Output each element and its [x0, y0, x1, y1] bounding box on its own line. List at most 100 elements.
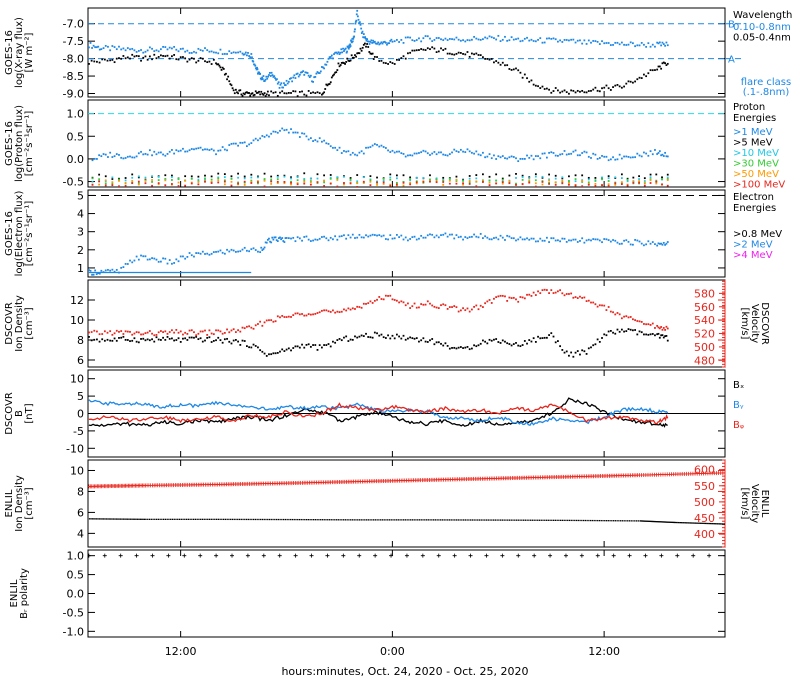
data-point: [219, 249, 222, 252]
data-point: [330, 54, 333, 57]
data-point: [643, 323, 645, 325]
data-point: [360, 236, 363, 239]
data-point: [545, 289, 548, 291]
data-point: [338, 53, 341, 56]
data-point: [204, 179, 206, 181]
data-point: [221, 53, 224, 55]
data-point: [373, 234, 376, 236]
data-point: [243, 327, 246, 330]
data-point: [189, 518, 191, 520]
data-point: [437, 236, 440, 239]
data-point: [587, 176, 590, 179]
data-point: [383, 40, 386, 43]
data-point: [506, 234, 509, 237]
data-point: [413, 152, 416, 155]
data-point: [190, 175, 193, 178]
series-group: [88, 397, 669, 428]
data-point: [340, 235, 343, 238]
data-point: [632, 156, 634, 159]
data-point: [263, 80, 266, 82]
data-point: [290, 180, 292, 183]
data-point: [234, 88, 237, 91]
data-point: [498, 519, 500, 521]
data-point: [464, 151, 467, 153]
data-point: [500, 553, 505, 558]
data-point: [486, 236, 489, 239]
data-point: [541, 152, 544, 155]
data-point: [410, 519, 412, 521]
data-point: [270, 180, 273, 183]
data-point: [443, 519, 445, 521]
data-point: [587, 183, 590, 186]
data-point: [607, 159, 610, 162]
data-point: [287, 315, 290, 318]
data-point: [446, 39, 449, 41]
data-point: [115, 57, 118, 60]
data-point: [415, 337, 418, 340]
data-point: [341, 61, 344, 64]
data-point: [639, 520, 641, 522]
data-point: [257, 323, 259, 325]
data-point: [506, 157, 509, 160]
data-point: [285, 92, 288, 95]
data-point: [325, 309, 328, 312]
data-point: [131, 261, 134, 264]
data-point: [590, 41, 592, 44]
data-point: [506, 64, 509, 67]
data-point: [354, 20, 357, 23]
data-point: [645, 520, 647, 522]
data-point: [415, 177, 418, 179]
data-point: [568, 519, 571, 522]
data-point: [223, 73, 226, 76]
data-point: [135, 331, 138, 333]
data-point: [198, 553, 203, 558]
data-point: [510, 519, 512, 521]
data-point: [208, 149, 211, 151]
data-point: [628, 520, 631, 522]
data-point: [603, 42, 606, 45]
data-point: [232, 51, 235, 54]
data-point: [250, 142, 253, 144]
data-point: [634, 156, 637, 159]
data-point: [155, 153, 158, 156]
data-point: [303, 182, 306, 185]
data-point: [457, 310, 460, 313]
data-point: [618, 153, 621, 156]
data-point: [91, 180, 94, 183]
data-point: [290, 92, 292, 94]
data-point: [223, 148, 226, 151]
data-point: [442, 39, 445, 41]
data-point: [585, 151, 588, 154]
data-point: [118, 553, 123, 558]
data-point: [499, 294, 502, 297]
data-point: [605, 84, 608, 87]
data-point: [585, 239, 588, 242]
data-point: [173, 54, 176, 56]
data-point: [647, 520, 649, 522]
data-point: [541, 239, 544, 242]
data-point: [402, 174, 405, 177]
data-point: [133, 332, 136, 335]
data-point: [212, 149, 215, 152]
data-point: [638, 181, 640, 184]
data-point: [543, 41, 546, 44]
data-point: [629, 80, 632, 83]
data-point: [292, 236, 295, 239]
data-point: [166, 553, 171, 558]
data-point: [464, 40, 467, 43]
data-point: [484, 57, 487, 60]
data-point: [459, 519, 461, 521]
data-point: [541, 41, 544, 44]
data-point: [261, 350, 264, 353]
data-point: [411, 519, 414, 521]
data-point: [148, 55, 151, 58]
data-point: [634, 329, 637, 331]
data-point: [366, 43, 369, 45]
data-point: [411, 305, 414, 308]
data-point: [188, 52, 191, 54]
data-point: [124, 263, 127, 265]
data-point: [148, 518, 151, 520]
data-point: [666, 44, 669, 47]
data-point: [162, 518, 165, 520]
data-point: [109, 151, 112, 154]
